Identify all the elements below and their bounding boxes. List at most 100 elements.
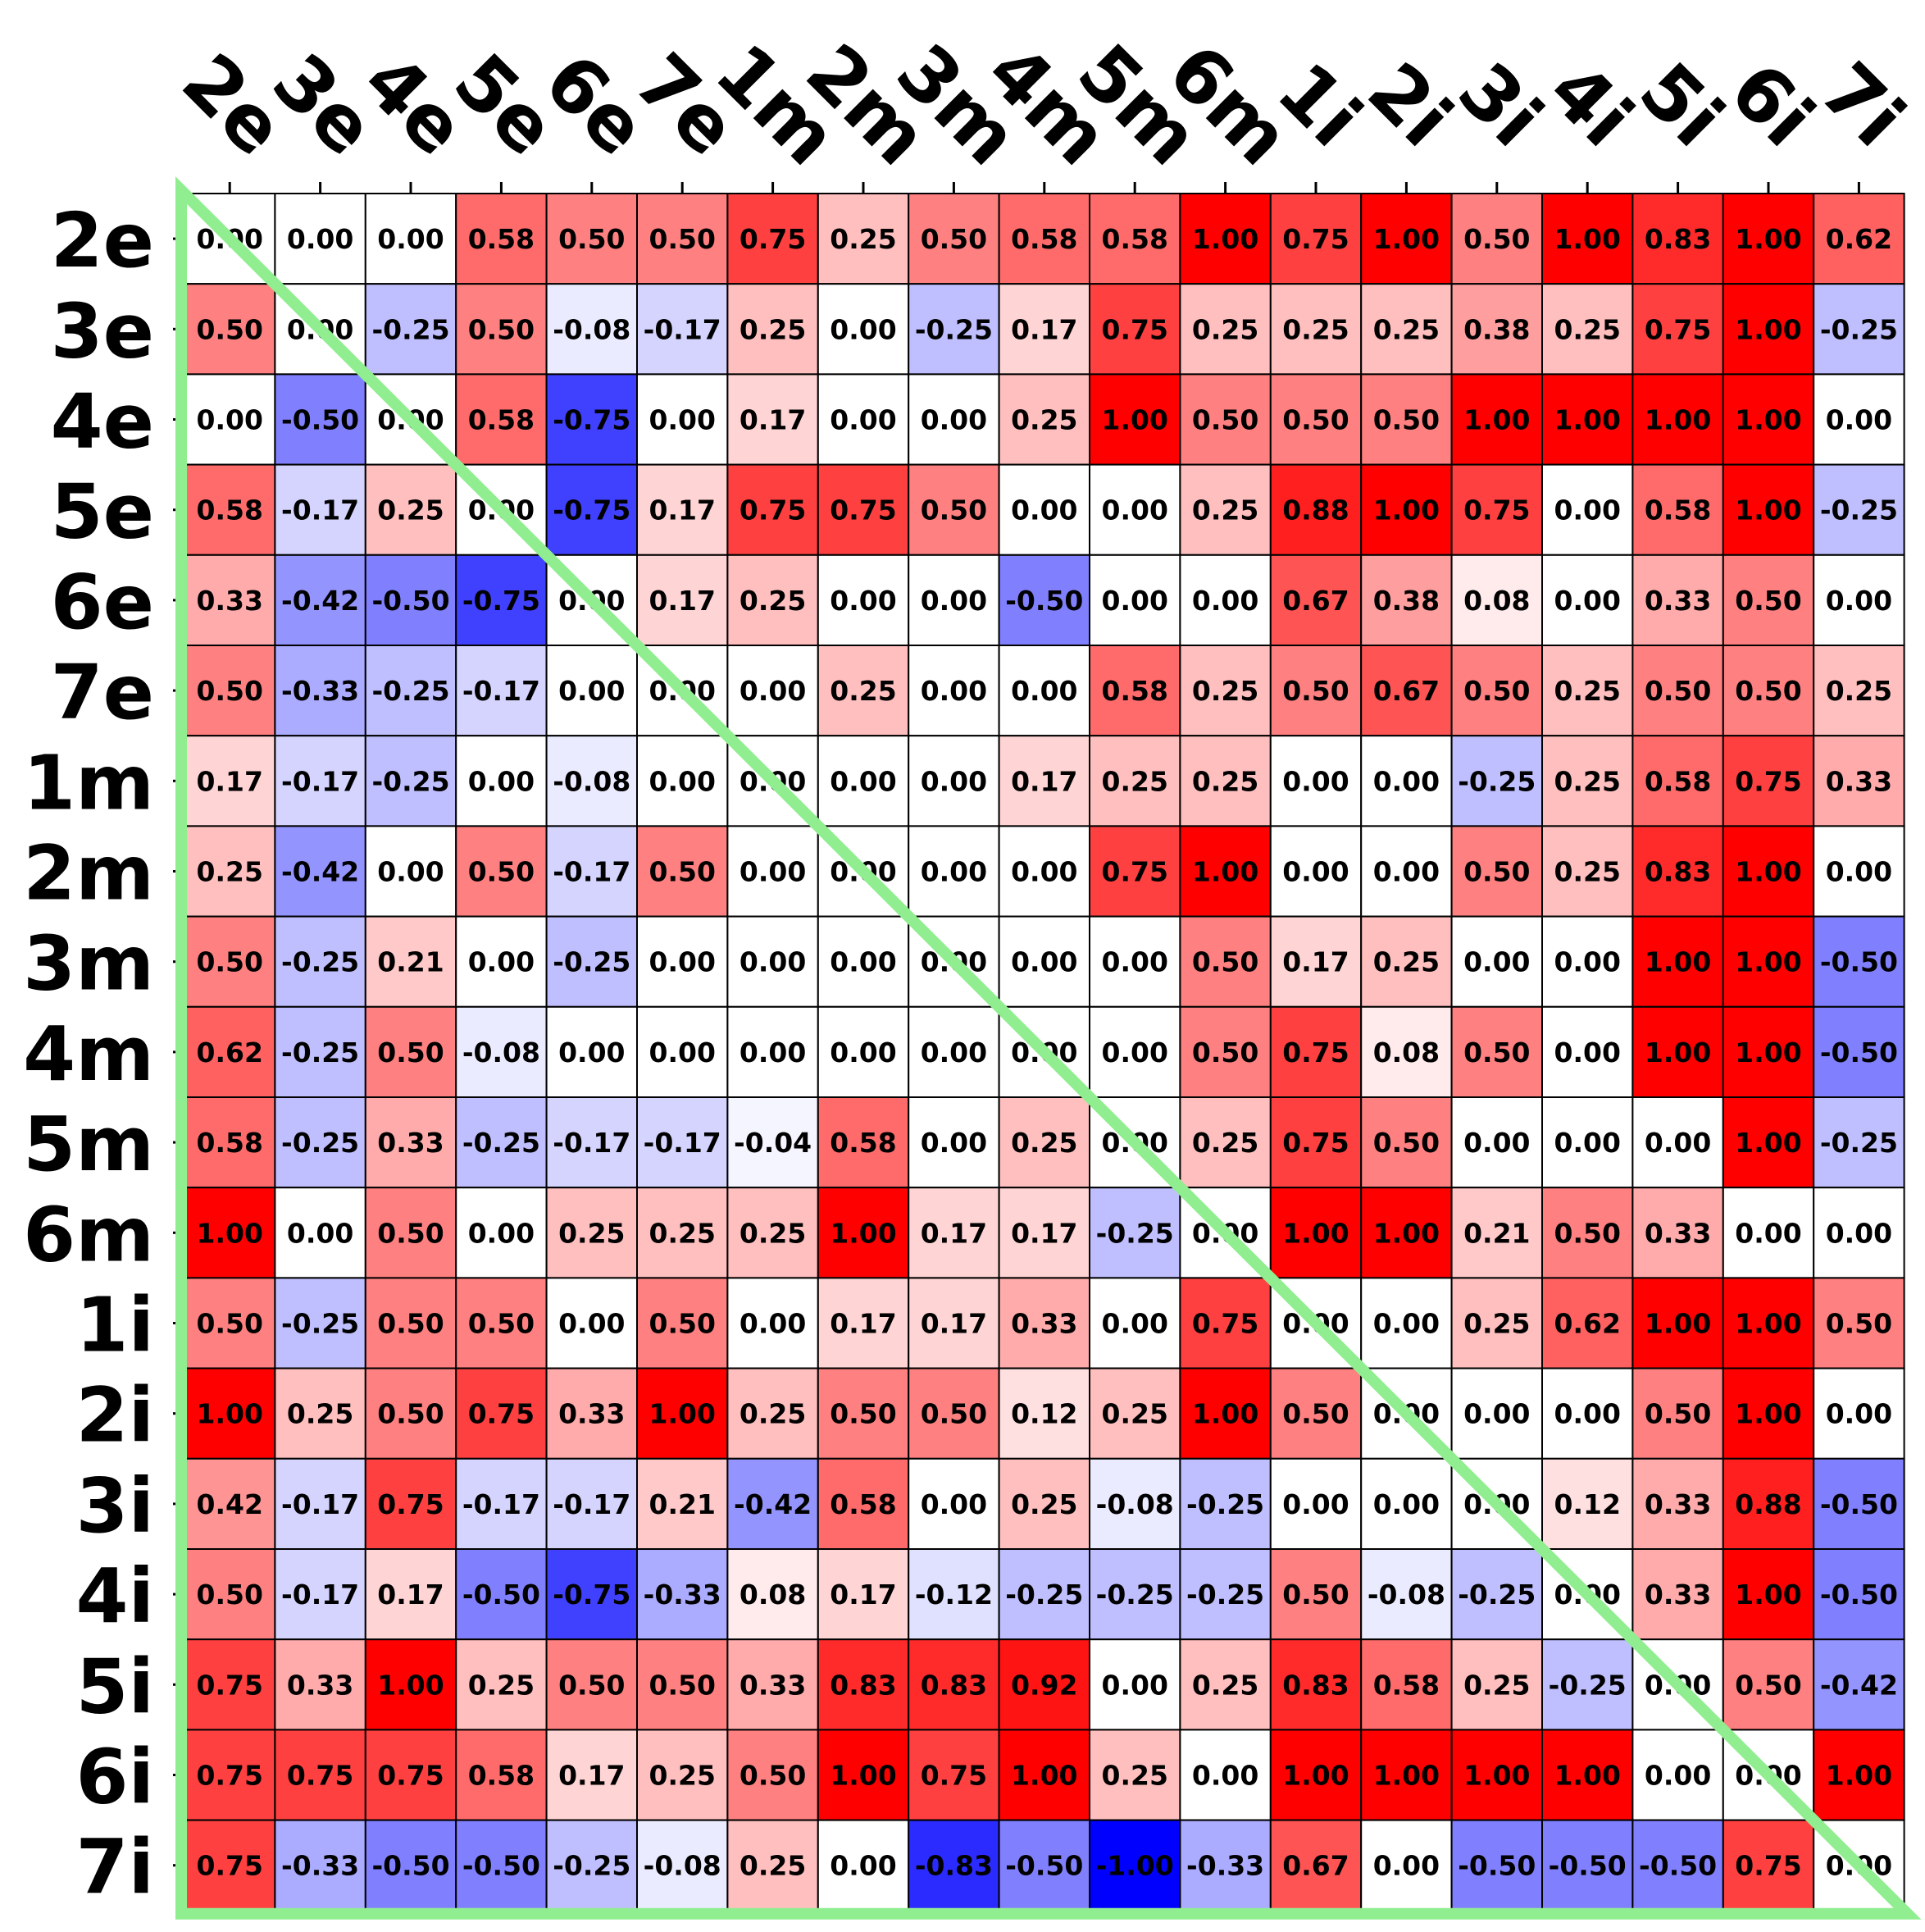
- cell-value-label: 0.50: [1826, 1308, 1892, 1340]
- heatmap-cell: [545, 1638, 638, 1731]
- heatmap-cell: [817, 915, 910, 1008]
- heatmap-cell: [1541, 1187, 1634, 1279]
- cell-value-label: 0.00: [1101, 1669, 1167, 1701]
- heatmap-cell: [1813, 1277, 1905, 1369]
- heatmap-cell: [1631, 735, 1724, 827]
- cell-value-label: 0.00: [1826, 1398, 1892, 1430]
- cell-value-label: 0.50: [1735, 675, 1801, 707]
- heatmap-cell: [636, 1005, 729, 1099]
- cell-value-label: 0.33: [1645, 1488, 1711, 1520]
- cell-value-label: 0.17: [830, 1308, 896, 1340]
- cell-value-label: 0.50: [648, 223, 715, 255]
- cell-value-label: 0.75: [287, 1760, 353, 1792]
- cell-value-label: 0.00: [1373, 856, 1440, 888]
- cell-value-label: -0.50: [1639, 1850, 1717, 1882]
- cell-value-label: 0.50: [1554, 1217, 1620, 1249]
- cell-value-label: 0.00: [1373, 1308, 1440, 1340]
- x-tick-label: 7i: [1804, 46, 1921, 163]
- y-tick-label: 2m: [23, 830, 154, 918]
- cell-value-label: -0.04: [734, 1127, 812, 1159]
- cell-value-label: 0.50: [1373, 1127, 1440, 1159]
- heatmap-cell: [1541, 825, 1634, 918]
- cell-value-label: 0.33: [1011, 1308, 1077, 1340]
- heatmap-cell: [1813, 645, 1905, 737]
- heatmap-cell: [1450, 645, 1543, 737]
- cell-value-label: 0.50: [1192, 946, 1258, 978]
- cell-value-label: 0.50: [921, 1398, 987, 1430]
- heatmap-cell: [545, 645, 638, 737]
- cell-value-label: 0.50: [1282, 1579, 1349, 1611]
- cell-value-label: 0.00: [1011, 494, 1077, 526]
- cell-value-label: 1.00: [1735, 223, 1801, 255]
- heatmap-cell: [726, 1096, 819, 1189]
- cell-value-label: 1.00: [1826, 1760, 1892, 1792]
- cell-value-label: 0.25: [1554, 856, 1620, 888]
- heatmap-cell: [726, 825, 819, 918]
- cell-value-label: 0.88: [1282, 494, 1349, 526]
- cell-value-label: -0.33: [281, 1850, 359, 1882]
- heatmap-cell: [1722, 1638, 1815, 1731]
- cell-value-label: 0.25: [1192, 1127, 1258, 1159]
- cell-value-label: 1.00: [1373, 494, 1440, 526]
- heatmap-cell: [1179, 825, 1272, 918]
- heatmap-cell: [1450, 1638, 1543, 1731]
- heatmap-cell: [1269, 1187, 1363, 1279]
- heatmap-cell: [1179, 373, 1272, 466]
- heatmap-cell: [1269, 1729, 1363, 1821]
- heatmap-cell: [274, 1457, 366, 1551]
- cell-value-label: 1.00: [1282, 1217, 1349, 1249]
- heatmap-cell: [1722, 1367, 1815, 1460]
- cell-value-label: 1.00: [196, 1398, 262, 1430]
- heatmap-cell: [364, 1638, 457, 1731]
- cell-value-label: 0.33: [558, 1398, 625, 1430]
- cell-value-label: 0.25: [1011, 404, 1077, 436]
- cell-value-label: 0.00: [921, 1037, 987, 1069]
- cell-value-label: -0.17: [281, 1579, 359, 1611]
- heatmap-cell: [726, 1005, 819, 1099]
- heatmap-cell: [1089, 915, 1181, 1008]
- cell-value-label: 0.00: [921, 856, 987, 888]
- heatmap-cell: [636, 554, 729, 646]
- heatmap-cell: [998, 1819, 1090, 1911]
- cell-value-label: 0.00: [1554, 1127, 1620, 1159]
- cell-value-label: 0.58: [468, 223, 535, 255]
- heatmap-cell: [998, 1367, 1090, 1460]
- cell-value-label: 0.00: [1826, 1217, 1892, 1249]
- cell-value-label: -0.17: [281, 494, 359, 526]
- heatmap-cell: [545, 1819, 638, 1911]
- heatmap-cell: [998, 735, 1090, 827]
- cell-value-label: 0.00: [1192, 585, 1258, 617]
- heatmap-cell: [455, 735, 548, 827]
- cell-value-label: 0.50: [1463, 675, 1530, 707]
- heatmap-cell: [545, 1005, 638, 1099]
- y-tick-label: 7i: [75, 1824, 154, 1911]
- y-tick-label: 3i: [75, 1462, 154, 1550]
- heatmap-cell: [1450, 1187, 1543, 1279]
- cell-value-label: 1.00: [1554, 1760, 1620, 1792]
- cell-value-label: 0.25: [740, 1398, 806, 1430]
- cell-value-label: 0.25: [1373, 946, 1440, 978]
- heatmap-cell: [1450, 554, 1543, 646]
- cell-value-label: -0.12: [915, 1579, 993, 1611]
- heatmap-cell: [184, 735, 276, 827]
- cell-value-label: 1.00: [1373, 223, 1440, 255]
- cell-value-label: 1.00: [1645, 1308, 1711, 1340]
- cell-value-label: 0.00: [1554, 1398, 1620, 1430]
- cell-value-label: 1.00: [1735, 1398, 1801, 1430]
- heatmap-cell: [1450, 1819, 1543, 1911]
- heatmap-cell: [726, 1548, 819, 1641]
- heatmap-cell: [1269, 373, 1363, 466]
- heatmap-cell: [636, 463, 729, 556]
- cell-value-label: 0.25: [1554, 313, 1620, 345]
- cell-value-label: -0.75: [553, 1579, 630, 1611]
- cell-value-label: -0.25: [915, 313, 993, 345]
- cell-value-label: 0.50: [468, 1308, 535, 1340]
- heatmap-cell: [1631, 463, 1724, 556]
- heatmap-cell: [274, 1638, 366, 1731]
- cell-value-label: 0.00: [830, 585, 896, 617]
- cell-value-label: -1.00: [1096, 1850, 1174, 1882]
- heatmap-cell: [1722, 1096, 1815, 1189]
- heatmap-cell: [1813, 283, 1905, 376]
- heatmap-cell: [274, 1277, 366, 1369]
